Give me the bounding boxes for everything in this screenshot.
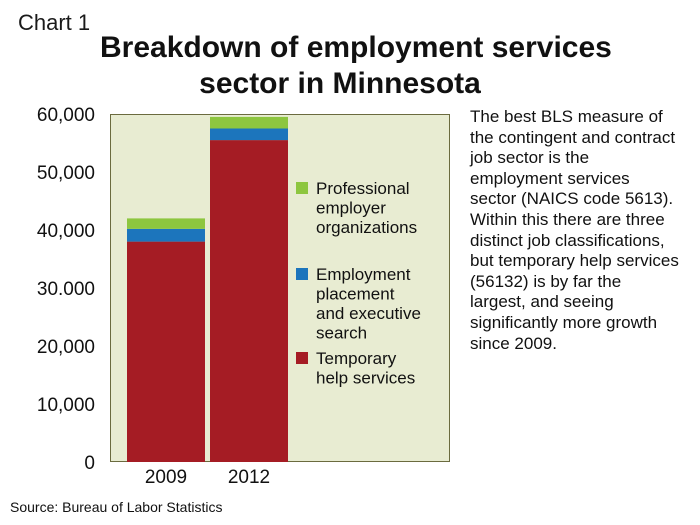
- y-tick-label: 10,000: [37, 395, 95, 416]
- bar-2009-peo: [127, 218, 205, 229]
- bar-2009-temporary: [127, 241, 205, 462]
- y-tick-label: 40,000: [37, 221, 95, 242]
- y-tick-label: 60,000: [37, 105, 95, 126]
- legend-label-temporary: Temporary help services: [316, 349, 415, 388]
- x-tick-label-2009: 2009: [145, 467, 187, 488]
- chart-description: The best BLS measure of the contingent a…: [470, 107, 679, 353]
- chart-title: Breakdown of employment services sector …: [100, 30, 612, 102]
- legend-label-placement: Employment placement and executive search: [316, 265, 421, 343]
- bar-2009-placement: [127, 228, 205, 242]
- chart-title-line-1: Breakdown of employment services: [100, 31, 612, 64]
- x-tick-label-2012: 2012: [228, 467, 270, 488]
- bar-2012-peo: [210, 116, 288, 129]
- legend-label-peo: Professional employer organizations: [316, 179, 417, 237]
- chart-title-line-2: sector in Minnesota: [199, 67, 481, 100]
- legend-swatch-peo: [296, 182, 308, 194]
- legend-swatch-placement: [296, 268, 308, 280]
- y-tick-label: 20,000: [37, 337, 95, 358]
- chart-number-label: Chart 1: [18, 10, 91, 35]
- y-tick-label: 30.000: [37, 279, 95, 300]
- bar-2012-temporary: [210, 140, 288, 462]
- legend-swatch-temporary: [296, 352, 308, 364]
- y-tick-label: 50,000: [37, 163, 95, 184]
- y-tick-label: 0: [84, 453, 95, 474]
- bar-2012-placement: [210, 128, 288, 141]
- source-note: Source: Bureau of Labor Statistics: [10, 499, 223, 515]
